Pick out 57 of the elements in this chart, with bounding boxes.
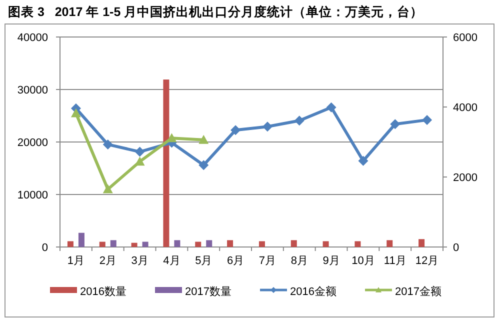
y-tick-label: 10000: [17, 190, 48, 202]
bar: [206, 240, 212, 247]
bar: [99, 242, 106, 247]
chart-title: 图表 3 2017 年 1-5 月中国挤出机出口分月度统计（单位：万美元，台）: [8, 4, 424, 19]
bar: [386, 240, 393, 247]
x-tick-label: 2月: [99, 255, 116, 267]
x-tick-label: 6月: [226, 255, 244, 267]
bar: [174, 240, 180, 247]
y2-tick-label: 6000: [453, 32, 478, 44]
y-tick-label: 20000: [17, 137, 48, 149]
point: [294, 116, 304, 126]
x-tick-label: 5月: [195, 255, 212, 267]
point: [102, 139, 113, 150]
bar: [67, 241, 74, 247]
point: [262, 122, 272, 132]
point: [198, 134, 209, 144]
bar: [322, 241, 329, 247]
point: [134, 146, 145, 157]
point: [134, 156, 145, 166]
y-tick-label: 40000: [17, 32, 48, 44]
bar: [195, 242, 202, 247]
point: [390, 119, 400, 130]
x-tick-label: 11月: [384, 255, 406, 267]
x-tick-label: 8月: [290, 255, 308, 267]
point: [198, 160, 209, 170]
y-tick-label: 0: [42, 242, 48, 254]
y2-tick-label: 0: [453, 242, 460, 254]
bar: [142, 242, 148, 247]
bar: [258, 241, 265, 247]
point: [70, 108, 81, 118]
bar: [110, 240, 116, 247]
point: [326, 102, 336, 112]
bar: [418, 239, 425, 247]
legend-label: 2016数量: [80, 286, 126, 298]
x-tick-label: 4月: [163, 255, 180, 267]
legend-label: 2017金额: [395, 285, 442, 298]
bar: [131, 242, 138, 247]
x-tick-label: 1月: [67, 255, 85, 267]
point: [358, 156, 368, 166]
y2-tick-label: 2000: [453, 172, 478, 184]
bar: [163, 80, 170, 247]
bar: [227, 240, 234, 247]
legend-label: 2016金额: [290, 285, 336, 298]
y-tick-label: 30000: [17, 84, 48, 96]
y2-tick-label: 4000: [453, 102, 478, 114]
legend-label: 2017数量: [185, 286, 232, 298]
bar: [354, 241, 361, 247]
x-tick-label: 3月: [131, 255, 148, 267]
point: [102, 184, 113, 194]
x-tick-label: 7月: [258, 255, 276, 267]
x-tick-label: 12月: [415, 255, 439, 267]
bar: [290, 240, 297, 247]
x-tick-label: 9月: [322, 255, 340, 267]
point: [230, 125, 241, 136]
point: [422, 114, 432, 125]
x-tick-label: 10月: [352, 255, 375, 267]
bar: [78, 232, 84, 247]
